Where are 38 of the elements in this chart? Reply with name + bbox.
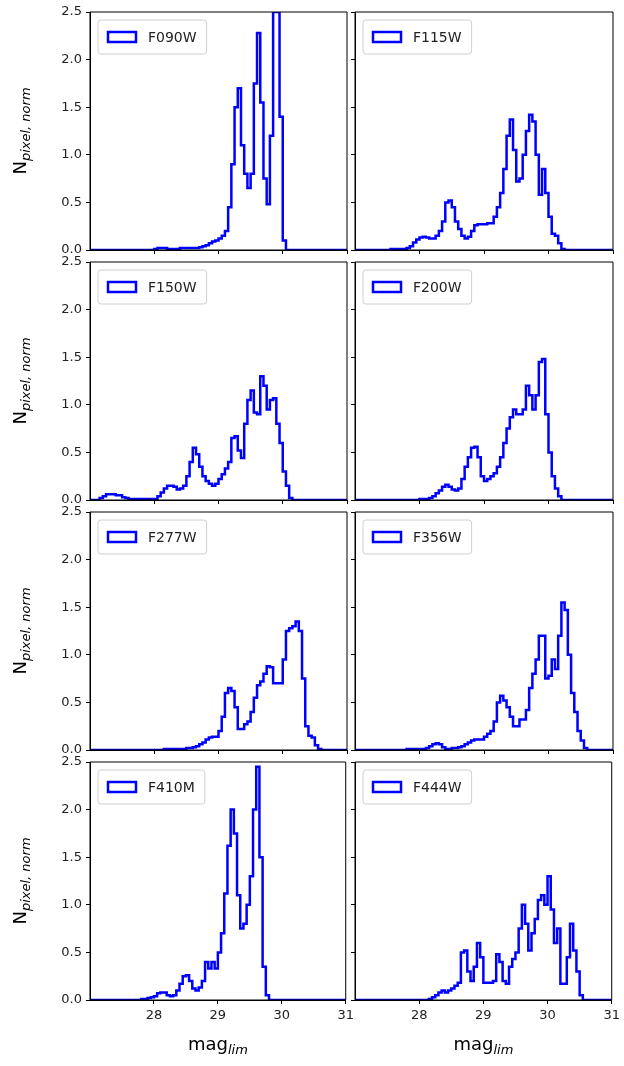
legend-label: F115W [413, 28, 462, 45]
x-tick-label: 31 [337, 1007, 354, 1023]
x-tick-label: 28 [145, 1007, 163, 1023]
y-tick-label: 2.0 [61, 300, 82, 316]
y-tick-label: 0.5 [61, 693, 82, 709]
x-tick-label: 31 [603, 1007, 620, 1023]
y-tick-label: 1.5 [61, 348, 82, 364]
y-tick-label: 1.0 [61, 146, 82, 162]
y-tick-label: 2.0 [61, 800, 82, 816]
legend-label: F200W [413, 278, 462, 295]
legend-label: F356W [413, 528, 462, 545]
y-tick-label: 1.0 [61, 396, 82, 412]
y-tick-label: 1.0 [61, 896, 82, 912]
y-tick-label: 1.5 [61, 848, 82, 864]
legend-label: F090W [148, 28, 197, 45]
y-axis-title: Npixel, norm [9, 337, 33, 425]
legend-label: F150W [148, 278, 197, 295]
x-tick-label: 29 [475, 1007, 492, 1023]
y-tick-label: 2.0 [61, 50, 82, 66]
y-tick-label: 1.5 [61, 598, 82, 614]
y-tick-label: 2.5 [61, 3, 82, 19]
y-tick-label: 1.5 [61, 98, 82, 114]
y-axis-title: Npixel, norm [9, 87, 33, 175]
y-tick-label: 1.0 [61, 646, 82, 662]
y-tick-label: 0.5 [61, 943, 82, 959]
y-axis-title: Npixel, norm [9, 587, 33, 675]
legend-label: F410M [148, 778, 195, 795]
y-axis-title: Npixel, norm [9, 837, 33, 925]
x-tick-label: 29 [209, 1007, 227, 1023]
x-tick-label: 30 [273, 1007, 291, 1023]
legend-label: F444W [413, 778, 462, 795]
y-tick-label: 0.5 [61, 193, 82, 209]
y-tick-label: 0.5 [61, 443, 82, 459]
y-tick-label: 0.0 [61, 991, 82, 1007]
x-tick-label: 28 [410, 1007, 428, 1023]
y-tick-label: 2.0 [61, 550, 82, 566]
x-tick-label: 30 [539, 1007, 556, 1023]
legend-label: F277W [148, 528, 197, 545]
